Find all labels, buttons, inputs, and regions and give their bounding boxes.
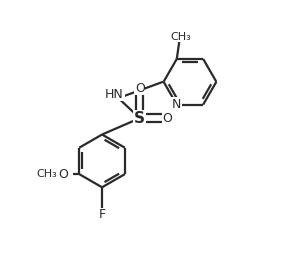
- Text: CH₃: CH₃: [170, 32, 191, 42]
- Text: O: O: [58, 168, 68, 181]
- Text: CH₃: CH₃: [36, 169, 57, 179]
- Text: O: O: [135, 82, 145, 94]
- Text: HN: HN: [105, 88, 124, 101]
- Text: S: S: [134, 111, 145, 126]
- Text: O: O: [162, 112, 172, 125]
- Text: N: N: [172, 98, 181, 111]
- Text: F: F: [98, 209, 106, 221]
